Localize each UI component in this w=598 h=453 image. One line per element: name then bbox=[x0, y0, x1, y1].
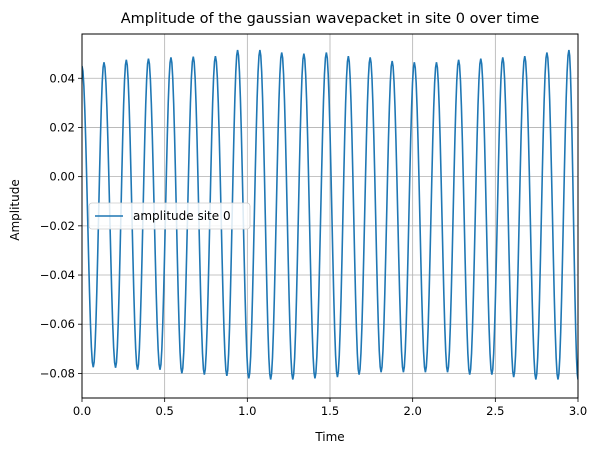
x-tick-label-1: 0.5 bbox=[156, 404, 174, 418]
chart-title: Amplitude of the gaussian wavepacket in … bbox=[121, 11, 540, 27]
x-tick-label-2: 1.0 bbox=[238, 404, 256, 418]
y-axis-label: Amplitude bbox=[8, 179, 22, 241]
y-tick-label-5: −0.06 bbox=[40, 317, 75, 331]
legend-box bbox=[88, 202, 251, 230]
y-tick-label-6: −0.08 bbox=[40, 366, 75, 380]
y-tick-label-0: 0.04 bbox=[49, 71, 75, 85]
y-tick-label-3: −0.02 bbox=[40, 219, 75, 233]
x-axis-label: Time bbox=[314, 430, 344, 444]
y-tick-label-4: −0.04 bbox=[40, 268, 75, 282]
x-tick-label-0: 0.0 bbox=[73, 404, 91, 418]
plot-area: 0.0 0.5 1.0 1.5 2.0 2.5 3.0 0.04 0.02 0.00 −0.02 −0… bbox=[40, 33, 587, 418]
x-tick-label-6: 3.0 bbox=[569, 404, 587, 418]
x-tick-label-5: 2.5 bbox=[486, 404, 504, 418]
y-tick-label-2: 0.00 bbox=[49, 170, 75, 184]
y-tick-label-1: 0.02 bbox=[49, 120, 75, 134]
legend-label: amplitude site 0 bbox=[133, 209, 231, 223]
x-tick-label-3: 1.5 bbox=[321, 404, 339, 418]
x-tick-label-4: 2.0 bbox=[404, 404, 422, 418]
